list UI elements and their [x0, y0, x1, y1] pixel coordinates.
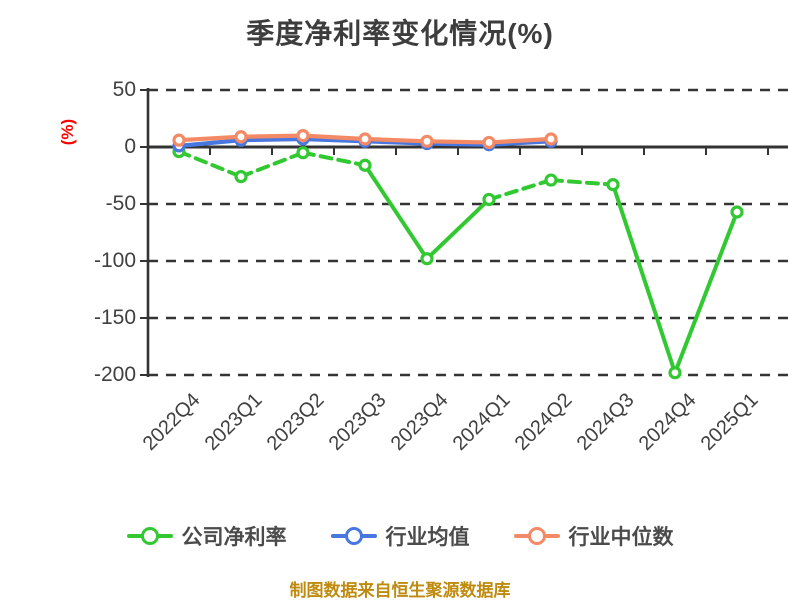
- y-tick-label: -200: [93, 363, 136, 386]
- data-point-marker: [420, 252, 434, 266]
- y-tick-label: -50: [105, 192, 136, 215]
- series-line-segment: [673, 209, 739, 375]
- data-point-marker: [296, 146, 310, 160]
- series-line-segment: [549, 178, 615, 187]
- series-line-segment: [363, 163, 429, 261]
- legend-item-industry-mean: 行业均值: [330, 521, 470, 551]
- data-point-marker: [234, 130, 248, 144]
- data-point-marker: [482, 192, 496, 207]
- legend: 公司净利率 行业均值 行业中位数: [0, 521, 800, 551]
- chart-title: 季度净利率变化情况(%): [246, 18, 554, 49]
- y-tick-label: -150: [93, 306, 136, 329]
- series-line-segment: [487, 178, 553, 202]
- y-tick-label: -100: [93, 249, 136, 272]
- legend-marker-orange-icon: [513, 527, 560, 545]
- legend-item-company: 公司净利率: [126, 521, 287, 551]
- legend-marker-blue-icon: [330, 527, 377, 545]
- series-line-segment: [425, 197, 491, 261]
- y-tick-label: 50: [112, 78, 136, 101]
- data-point-marker: [420, 134, 434, 148]
- data-point-marker: [296, 129, 310, 143]
- data-point-marker: [358, 132, 372, 146]
- legend-item-industry-median: 行业中位数: [513, 521, 674, 551]
- data-point-marker: [544, 132, 558, 146]
- data-source-caption: 制图数据来自恒生聚源数据库: [289, 581, 511, 600]
- legend-label: 公司净利率: [181, 526, 287, 549]
- data-point-marker: [606, 178, 620, 192]
- legend-label: 行业均值: [385, 526, 470, 549]
- series-line-segment: [611, 182, 677, 375]
- legend-marker-green-icon: [126, 527, 173, 545]
- data-point-marker: [668, 366, 682, 380]
- series-line-segment: [301, 150, 367, 168]
- legend-label: 行业中位数: [568, 526, 674, 549]
- data-point-marker: [172, 133, 186, 147]
- data-point-marker: [234, 170, 248, 184]
- data-point-marker: [544, 173, 558, 187]
- series-line-segment: [177, 149, 243, 179]
- data-point-marker: [730, 205, 744, 219]
- data-point-marker: [358, 158, 372, 172]
- series-line-segment: [239, 150, 305, 179]
- y-tick-label: 0: [124, 135, 136, 158]
- data-point-marker: [482, 135, 496, 150]
